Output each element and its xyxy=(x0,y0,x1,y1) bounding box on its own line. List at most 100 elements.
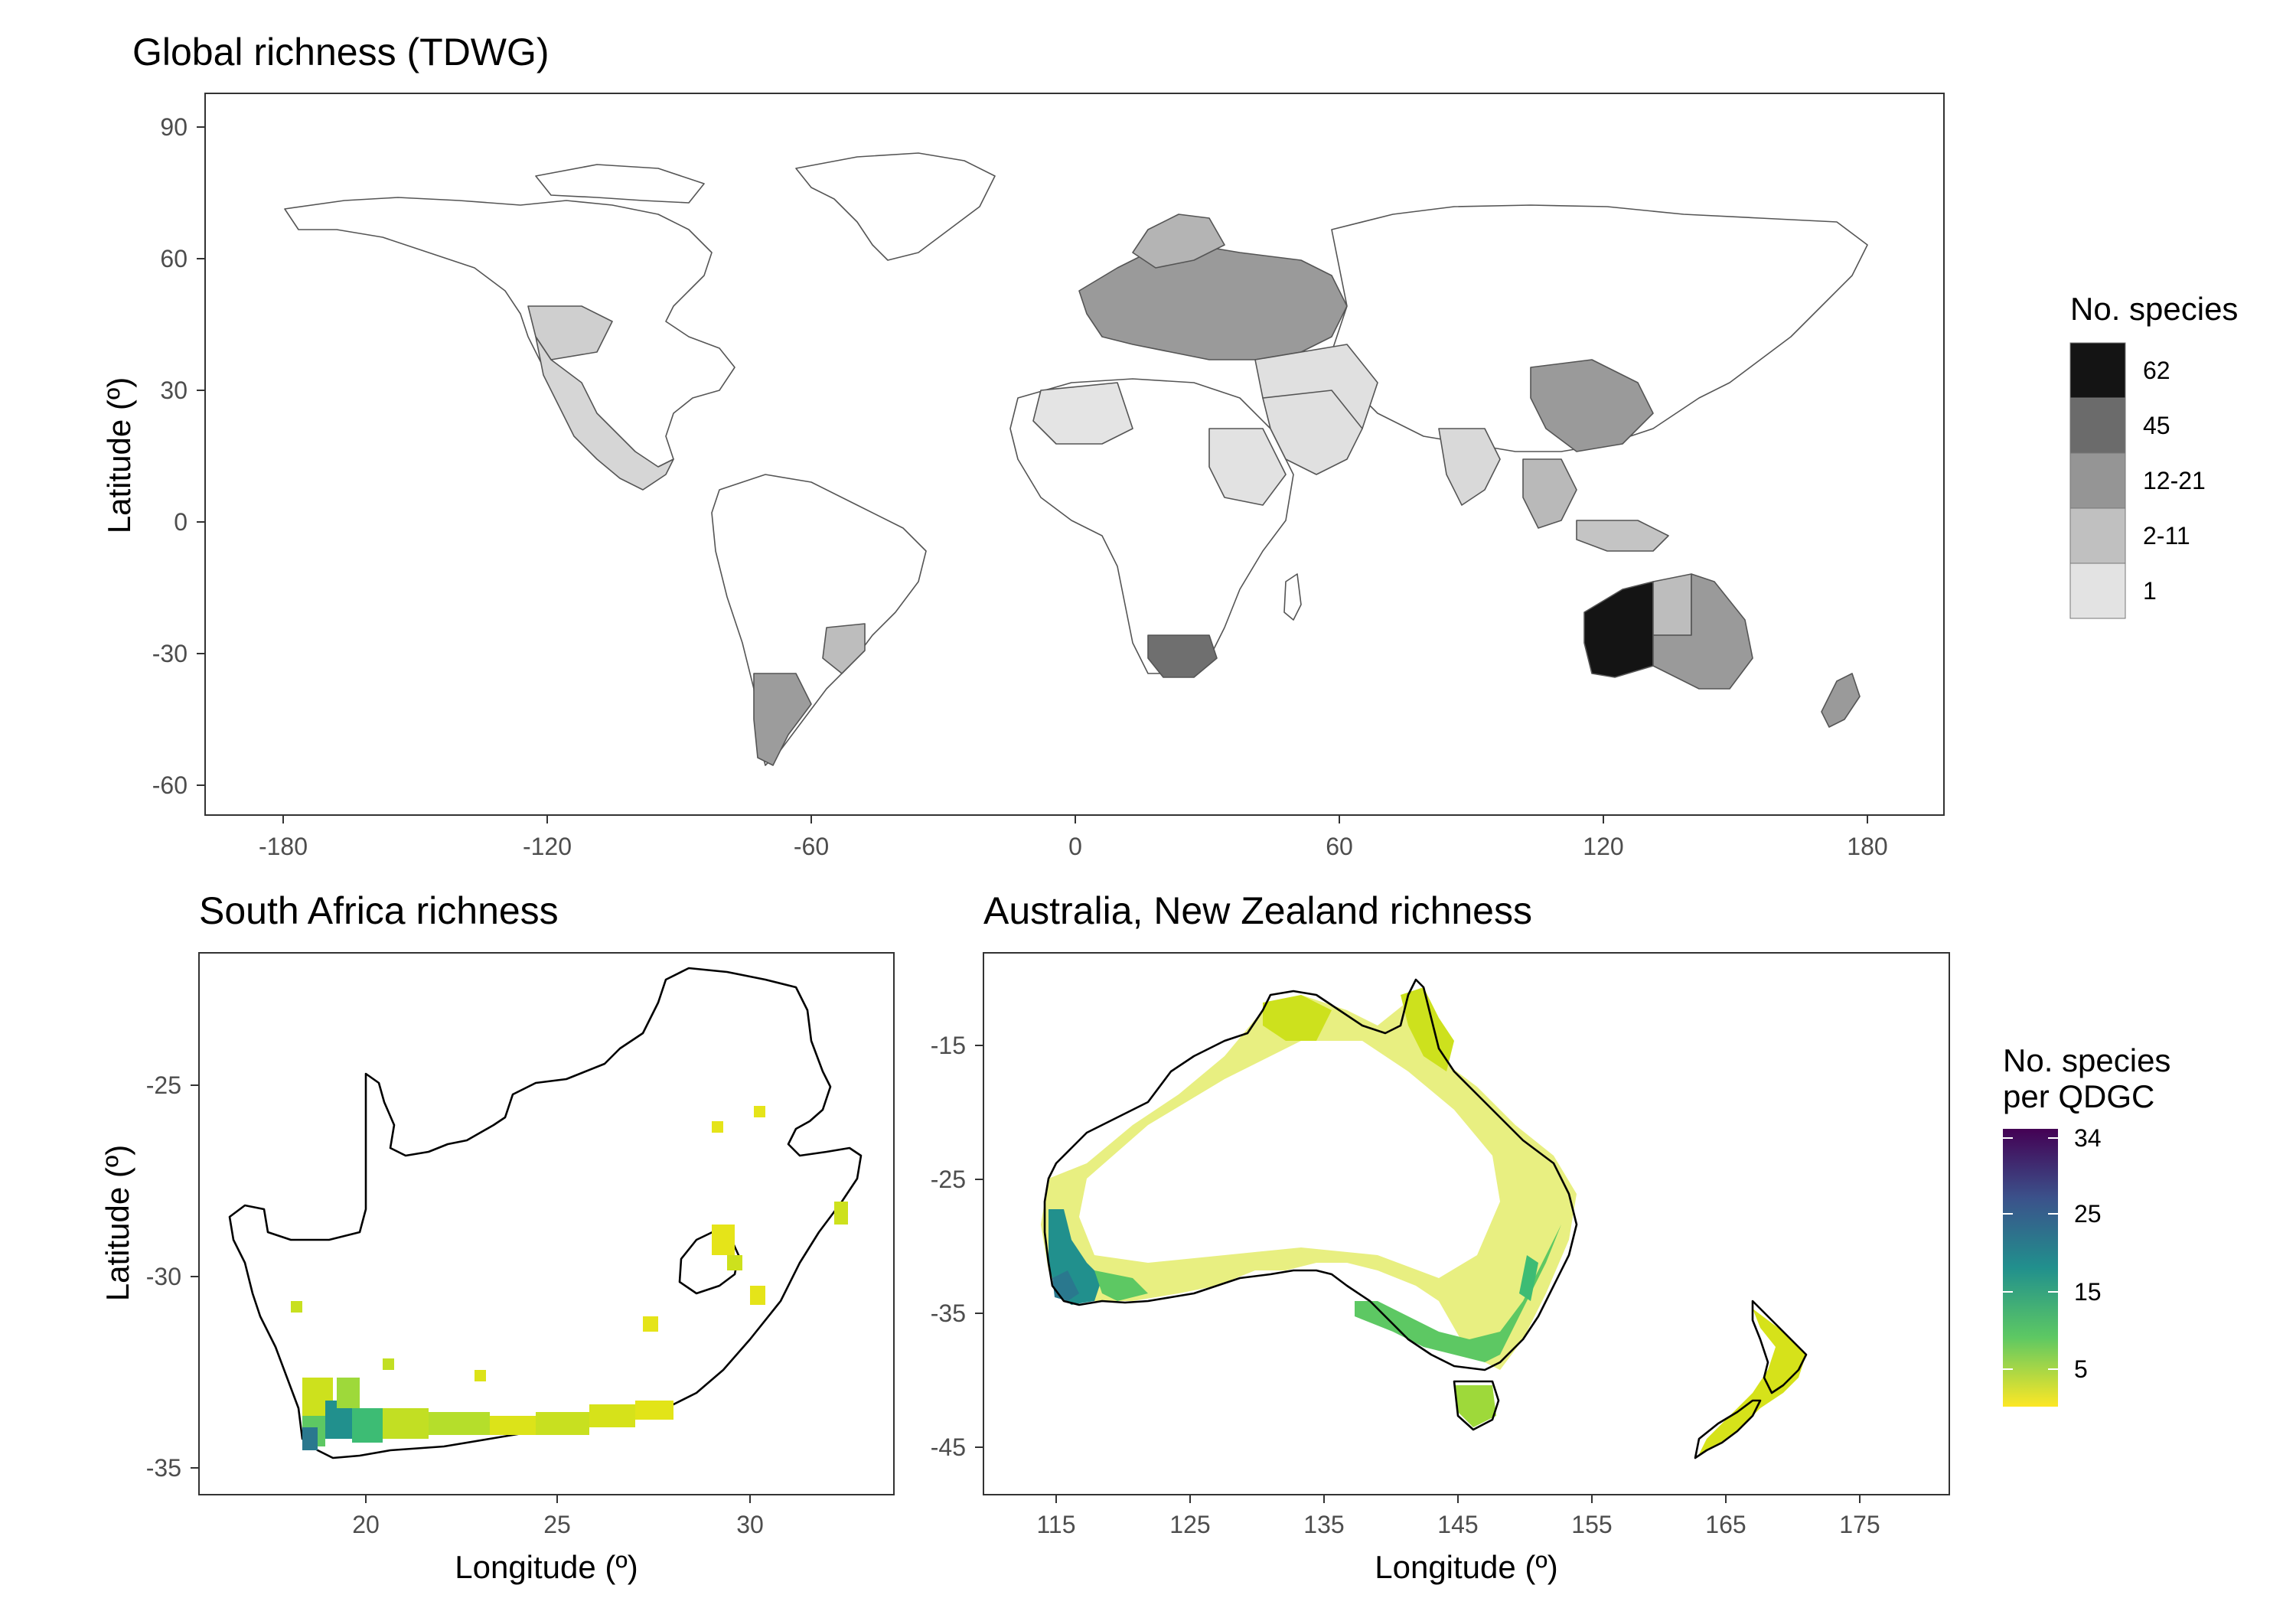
global-x-tick-label: 0 xyxy=(1068,833,1082,860)
global-y-tick-label: 60 xyxy=(160,245,188,272)
legend-swatch xyxy=(2069,452,2126,509)
northern-territory-region xyxy=(1652,573,1692,636)
north-africa-region xyxy=(1032,382,1133,445)
global-y-tick-label: 30 xyxy=(160,377,188,404)
south-africa-panel: South Africa richness xyxy=(99,889,895,1585)
qdgc-colorbar xyxy=(2003,1129,2058,1407)
new-zealand-north-island-outline xyxy=(1751,1300,1808,1394)
arctic-islands-region xyxy=(535,164,705,204)
global-x-ticks: -180 -120 -60 0 60 120 180 xyxy=(259,815,1888,860)
australia-nz-x-tick-label: 165 xyxy=(1705,1511,1746,1538)
south-africa-y-tick-label: -25 xyxy=(146,1071,181,1099)
australia-nz-x-tick-label: 115 xyxy=(1036,1511,1075,1538)
australia-nz-y-tick-label: -45 xyxy=(931,1433,966,1461)
australia-nz-x-axis-title: Longitude (º) xyxy=(1375,1549,1558,1585)
global-x-tick-label: 120 xyxy=(1583,833,1623,860)
legend-swatch xyxy=(2069,342,2126,399)
madagascar-region xyxy=(1283,573,1302,621)
australia-nz-x-ticks: 115 125 135 145 155 165 175 xyxy=(1036,1495,1880,1538)
qdgc-legend-tick: 25 xyxy=(2074,1200,2102,1228)
south-africa-x-tick-label: 20 xyxy=(352,1511,380,1538)
legend-label: 62 xyxy=(2143,357,2170,384)
global-x-tick-label: 60 xyxy=(1326,833,1353,860)
india-region xyxy=(1438,428,1501,506)
south-africa-y-ticks: -25 -30 -35 xyxy=(146,1071,199,1482)
global-x-tick-label: -120 xyxy=(523,833,572,860)
south-africa-x-tick-label: 30 xyxy=(736,1511,764,1538)
global-y-ticks: 90 60 30 0 -30 -60 xyxy=(152,113,205,799)
legend-label: 45 xyxy=(2143,412,2170,439)
legend-label: 1 xyxy=(2143,577,2157,605)
south-africa-y-tick-label: -30 xyxy=(146,1263,181,1290)
north-america-region xyxy=(284,197,735,468)
global-y-axis-title: Latitude (º) xyxy=(101,377,137,533)
qdgc-legend: No. species per QDGC 34 25 15 5 xyxy=(2003,1042,2170,1407)
south-africa-outline xyxy=(228,967,863,1459)
global-x-tick-label: -180 xyxy=(259,833,308,860)
australia-richness-cells xyxy=(1041,987,1806,1454)
qdgc-legend-title-line2: per QDGC xyxy=(2003,1078,2154,1114)
global-legend: No. species 62 45 12-21 2-11 1 xyxy=(2069,291,2238,619)
new-zealand-region xyxy=(1821,673,1861,728)
south-africa-y-axis-title: Latitude (º) xyxy=(99,1145,135,1301)
asia-region xyxy=(1331,204,1868,452)
australia-nz-x-tick-label: 125 xyxy=(1169,1511,1210,1538)
greenland-region xyxy=(795,152,996,261)
australia-nz-y-tick-label: -25 xyxy=(931,1166,966,1193)
scandinavia-region xyxy=(1132,214,1225,269)
legend-swatch xyxy=(2069,397,2126,454)
global-legend-title: No. species xyxy=(2070,291,2238,327)
indonesia-region xyxy=(1576,520,1669,552)
australia-nz-x-tick-label: 145 xyxy=(1437,1511,1478,1538)
europe-region xyxy=(1078,244,1348,360)
australia-outline xyxy=(1043,978,1578,1371)
south-africa-region xyxy=(1147,634,1218,678)
australia-nz-y-tick-label: -35 xyxy=(931,1300,966,1327)
western-australia-region xyxy=(1583,581,1654,678)
legend-swatch xyxy=(2069,563,2126,619)
china-region xyxy=(1530,359,1654,452)
australia-nz-x-tick-label: 135 xyxy=(1303,1511,1344,1538)
south-africa-x-tick-label: 25 xyxy=(543,1511,571,1538)
australia-nz-y-tick-label: -15 xyxy=(931,1032,966,1059)
legend-swatch xyxy=(2069,507,2126,564)
south-africa-richness-cells xyxy=(291,1106,848,1450)
arabian-peninsula-region xyxy=(1262,390,1363,475)
australia-nz-y-ticks: -15 -25 -35 -45 xyxy=(931,1032,983,1461)
legend-label: 12-21 xyxy=(2143,467,2206,494)
global-panel-title: Global richness (TDWG) xyxy=(132,31,550,73)
south-africa-x-ticks: 20 25 30 xyxy=(352,1495,764,1538)
global-x-tick-label: -60 xyxy=(794,833,829,860)
global-y-tick-label: 90 xyxy=(160,113,188,141)
global-y-tick-label: -60 xyxy=(152,771,188,799)
qdgc-legend-tick: 15 xyxy=(2074,1278,2102,1306)
tasmania-outline xyxy=(1453,1380,1500,1431)
southeast-asia-region xyxy=(1522,458,1577,529)
australia-nz-panel-frame xyxy=(983,952,1950,1495)
mexico-region xyxy=(535,336,674,491)
australia-nz-panel-title: Australia, New Zealand richness xyxy=(983,889,1532,932)
eastern-australia-region xyxy=(1652,573,1753,690)
east-africa-region xyxy=(1208,428,1287,506)
australia-nz-x-tick-label: 155 xyxy=(1571,1511,1612,1538)
south-america-region xyxy=(711,474,927,766)
qdgc-legend-title-line1: No. species xyxy=(2003,1042,2170,1078)
south-africa-panel-frame xyxy=(198,952,895,1495)
global-y-tick-label: 0 xyxy=(174,508,188,536)
legend-label: 2-11 xyxy=(2143,522,2190,550)
australia-nz-panel: Australia, New Zealand richness xyxy=(931,889,2171,1585)
southern-brazil-region xyxy=(822,623,866,674)
australia-nz-x-tick-label: 175 xyxy=(1839,1511,1880,1538)
qdgc-legend-tick: 34 xyxy=(2074,1124,2102,1152)
south-africa-y-tick-label: -35 xyxy=(146,1454,181,1482)
global-y-tick-label: -30 xyxy=(152,640,188,667)
new-zealand-south-island-outline xyxy=(1694,1399,1762,1459)
global-x-tick-label: 180 xyxy=(1847,833,1887,860)
qdgc-legend-tick: 5 xyxy=(2074,1355,2088,1383)
south-africa-x-axis-title: Longitude (º) xyxy=(455,1549,638,1585)
argentina-region xyxy=(753,673,812,766)
south-africa-panel-title: South Africa richness xyxy=(199,889,559,932)
global-map-regions xyxy=(284,152,1868,766)
global-richness-panel: Global richness (TDWG) xyxy=(101,31,2238,860)
